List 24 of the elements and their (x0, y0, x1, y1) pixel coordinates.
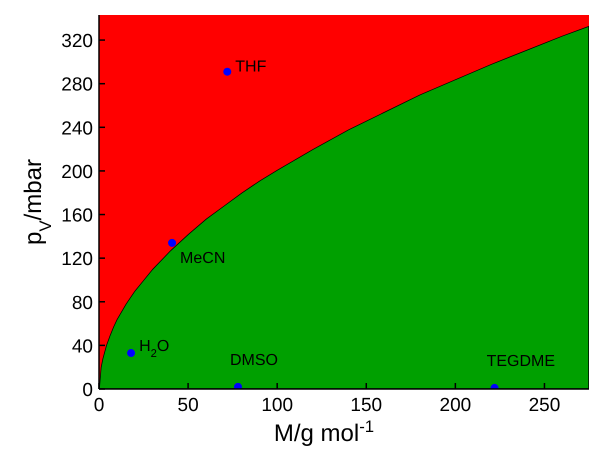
annotation: TEGDME (486, 352, 556, 370)
point (234, 382, 242, 389)
x-tick-label: 250 (528, 395, 560, 416)
y-tick-label: 200 (61, 162, 93, 183)
y-tick-label: 80 (72, 292, 93, 314)
x-tick-label: 100 (261, 395, 294, 416)
x-tick-label: 200 (440, 395, 472, 416)
annotation: MeCN (180, 250, 226, 267)
point (168, 238, 176, 247)
point (127, 349, 136, 358)
annotation: H$_{2}$O (139, 338, 170, 360)
x-axis-title: M/g mol$^{-1}$ (274, 416, 374, 447)
y-tick-label: 120 (61, 249, 93, 270)
point (223, 68, 232, 76)
annotation: THF (235, 58, 267, 76)
y-tick-label: 160 (61, 206, 93, 227)
y-tick-label: 40 (72, 336, 93, 358)
y-tick-label: 280 (61, 74, 93, 96)
x-tick-label: 150 (350, 395, 382, 416)
annotation: DMSO (230, 352, 278, 369)
y-tick-label: 0 (82, 380, 93, 401)
y-tick-label: 240 (61, 118, 93, 140)
x-tick-label: 50 (178, 395, 199, 416)
y-tick-label: 320 (61, 31, 93, 52)
